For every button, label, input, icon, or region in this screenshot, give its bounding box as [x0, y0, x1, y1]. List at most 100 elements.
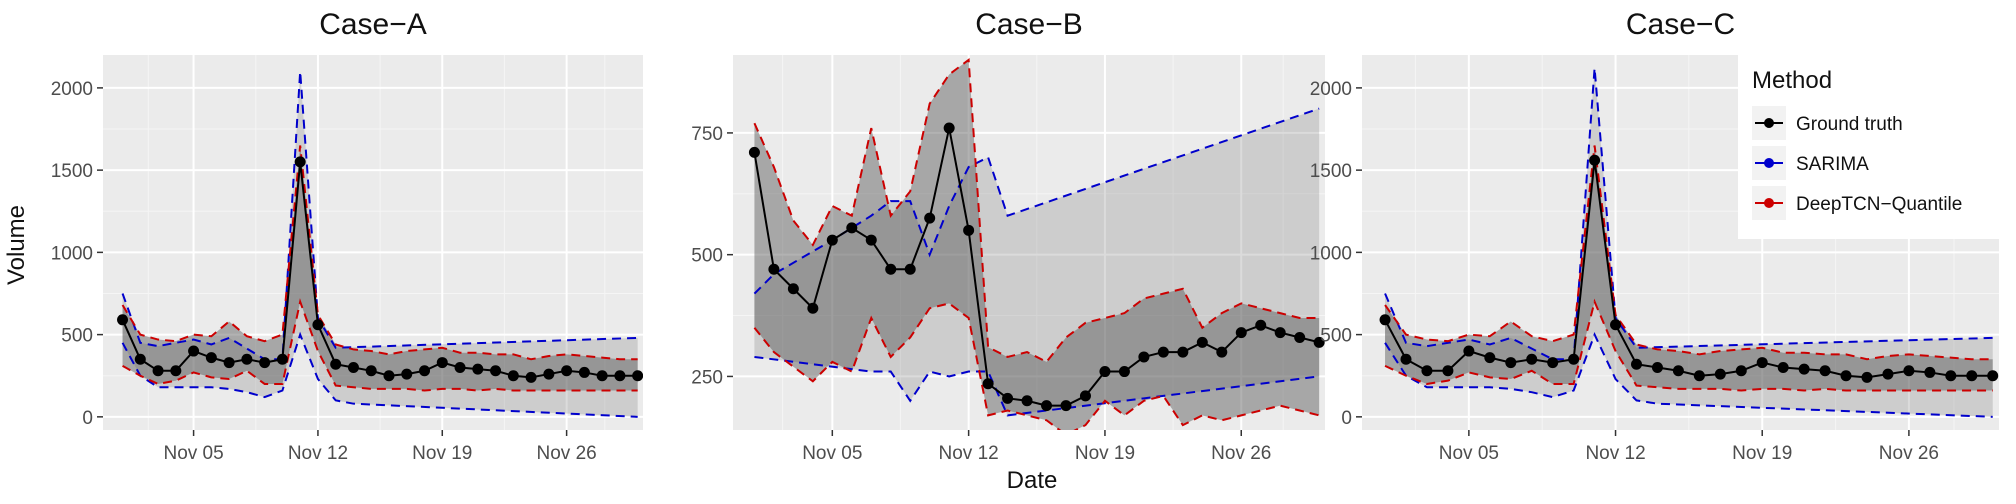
ground-truth-point [1484, 352, 1496, 364]
ground-truth-point [1505, 357, 1517, 369]
deeptcn-lower-line [753, 302, 1320, 430]
ground-truth-point [1756, 357, 1768, 369]
ground-truth-point [347, 362, 359, 373]
deeptcn-upper-line [1384, 145, 1993, 361]
legend-key-point [1764, 158, 1774, 168]
y-tick-label: 750 [691, 124, 723, 145]
y-tick-label: 1000 [51, 243, 93, 264]
ground-truth-point [1589, 154, 1601, 166]
sarima-lower-line [1384, 332, 1993, 418]
panel-2: 250 500 750 Nov 05 Nov 12 Nov 19 Nov 26 Case−B [691, 8, 1325, 464]
sarima-upper-line [1384, 68, 1993, 361]
ground-truth-point [276, 353, 288, 365]
y-tick-label: 500 [1320, 326, 1352, 347]
ground-truth-point [1079, 390, 1091, 402]
ground-truth-point [1255, 319, 1267, 331]
ground-truth-point [1002, 392, 1014, 404]
y-tick-label: 0 [1341, 408, 1352, 429]
deeptcn-lower-line [1384, 298, 1993, 392]
ground-truth-point [982, 378, 994, 390]
x-tick-label: Nov 05 [163, 443, 223, 464]
ground-truth-point [1651, 362, 1663, 373]
x-tick-label: Nov 19 [1732, 443, 1792, 464]
panel-3: 0 500 1000 1500 2000 Nov 05 Nov 12 Nov 19 Nov 26… [1310, 8, 1999, 464]
legend-label: DeepTCN−Quantile [1796, 194, 1962, 215]
ground-truth-point [924, 212, 936, 224]
ground-truth-point [312, 319, 324, 331]
deeptcn-lower-line [122, 298, 638, 392]
ground-truth-point [1294, 331, 1306, 343]
ground-truth-point [134, 353, 146, 365]
y-tick-label: 2000 [51, 79, 93, 100]
plot-area [117, 71, 643, 418]
panel-title: Case−C [1626, 8, 1735, 41]
ground-truth-point [904, 263, 916, 275]
ground-truth-point [436, 357, 448, 369]
ground-truth-point [1235, 327, 1247, 339]
ground-truth-point [1196, 336, 1208, 348]
ground-truth-point [294, 156, 306, 168]
ground-truth-point [1442, 365, 1454, 377]
y-tick-label: 500 [691, 246, 723, 267]
panel-1: 0 500 1000 1500 2000 Nov 05 Nov 12 Nov 19 Nov 26… [51, 8, 643, 464]
ground-truth-point [170, 365, 182, 377]
ground-truth-point [596, 370, 608, 382]
ground-truth-point [1735, 365, 1747, 377]
ground-truth-point [632, 370, 643, 382]
ground-truth-point [1118, 366, 1130, 378]
ground-truth-point [1945, 370, 1957, 382]
ground-truth-point [1630, 358, 1642, 370]
y-tick-label: 1000 [1310, 243, 1352, 264]
ground-truth-point [1021, 395, 1033, 407]
legend-key-point [1764, 198, 1774, 208]
plot-area [748, 57, 1325, 430]
y-axis-title: Volume [3, 205, 30, 285]
deeptcn-upper-line [753, 57, 1320, 364]
x-tick-label: Nov 19 [1075, 443, 1135, 464]
deeptcn-band [754, 59, 1320, 430]
ground-truth-point [1798, 363, 1810, 375]
ground-truth-point [419, 365, 431, 377]
ground-truth-point [1819, 365, 1831, 377]
legend-label: SARIMA [1796, 154, 1869, 175]
x-tick-label: Nov 19 [412, 443, 472, 464]
ground-truth-point [1777, 362, 1789, 373]
x-tick-label: Nov 05 [802, 443, 862, 464]
y-tick-label: 1500 [1310, 161, 1352, 182]
ground-truth-point [1157, 346, 1169, 358]
ground-truth-point [943, 122, 955, 134]
ground-truth-point [1924, 366, 1936, 378]
ground-truth-point [614, 370, 626, 382]
ground-truth-point [1987, 370, 1999, 382]
ground-truth-point [259, 357, 271, 369]
ground-truth-point [1882, 368, 1894, 380]
ground-truth-point [1714, 368, 1726, 380]
ground-truth-point [826, 234, 838, 246]
ground-truth-point [578, 366, 590, 378]
ground-truth-point [1400, 353, 1412, 365]
panel-title: Case−A [319, 8, 427, 41]
sarima-upper-line [121, 71, 638, 361]
ground-truth-point [1903, 365, 1915, 377]
x-axis-title: Date [1007, 467, 1058, 494]
sarima-upper-line [753, 107, 1320, 295]
ground-truth-point [1526, 353, 1538, 365]
ground-truth-point [383, 370, 395, 382]
ground-truth-point [1099, 366, 1111, 378]
ground-truth-point [1379, 314, 1391, 326]
ground-truth-point [1041, 400, 1053, 412]
ground-truth-point [748, 146, 760, 158]
y-tick-label: 2000 [1310, 79, 1352, 100]
ground-truth-point [963, 224, 975, 236]
ground-truth-point [1840, 370, 1852, 382]
ground-truth-point [1693, 370, 1705, 382]
ground-truth-point [561, 365, 573, 377]
ground-truth-point [1966, 370, 1978, 382]
ground-truth-point [330, 358, 342, 370]
ground-truth-point [768, 263, 780, 275]
legend: Method Ground truth SARIMA DeepTCN−Quantile [1738, 55, 1999, 239]
sarima-band [122, 71, 638, 417]
legend-title: Method [1752, 67, 1832, 94]
